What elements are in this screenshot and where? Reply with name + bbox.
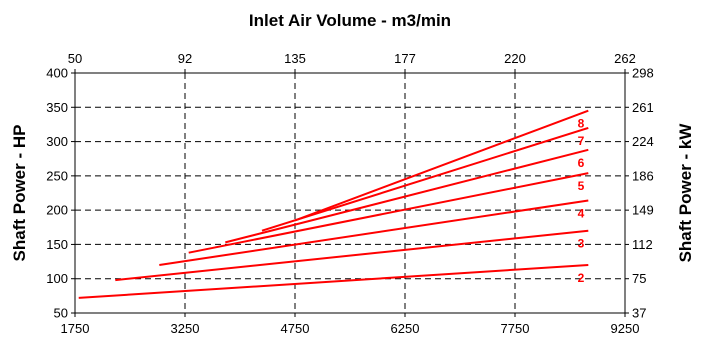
grid-lines <box>75 73 625 313</box>
left-y-axis-title: Shaft Power - HP <box>10 125 29 262</box>
right-y-tick-label: 224 <box>632 134 654 149</box>
top-x-tick-label: 262 <box>614 51 636 66</box>
series-label-4: 4 <box>578 207 585 221</box>
left-y-tick-label: 100 <box>46 271 68 286</box>
left-y-tick-label: 400 <box>46 66 68 81</box>
top-x-tick-label: 135 <box>284 51 306 66</box>
right-y-tick-label: 112 <box>632 237 653 252</box>
series-line-7 <box>261 126 589 232</box>
plot-area-frame <box>74 72 626 314</box>
series-label-6: 6 <box>578 156 585 170</box>
axis-ticks: 1750503250924750135625017777502209250262… <box>46 51 653 336</box>
series-line-6 <box>225 148 589 244</box>
right-y-tick-label: 298 <box>632 66 654 81</box>
series-label-7: 7 <box>578 134 585 148</box>
series-line-5 <box>188 172 589 254</box>
left-y-tick-label: 350 <box>46 100 68 115</box>
left-y-tick-label: 200 <box>46 203 68 218</box>
series-labels: 2 3 4 5 6 7 8 <box>578 117 585 285</box>
bottom-x-tick-label: 4750 <box>281 321 310 336</box>
right-y-tick-label: 149 <box>632 203 654 218</box>
series-line-4 <box>159 199 589 266</box>
left-y-tick-label: 250 <box>46 168 68 183</box>
bottom-x-tick-label: 7750 <box>501 321 530 336</box>
top-x-axis-title: Inlet Air Volume - m3/min <box>249 11 451 30</box>
right-y-tick-label: 75 <box>632 271 646 286</box>
bottom-x-tick-label: 6250 <box>391 321 420 336</box>
bottom-x-tick-label: 3250 <box>171 321 200 336</box>
bottom-x-tick-label: 1750 <box>61 321 90 336</box>
right-y-tick-label: 261 <box>632 100 654 115</box>
series-line-8 <box>294 109 589 222</box>
top-x-tick-label: 177 <box>394 51 416 66</box>
right-y-tick-label: 186 <box>632 168 654 183</box>
left-y-tick-label: 300 <box>46 134 68 149</box>
right-y-axis-title: Shaft Power - kW <box>676 123 695 263</box>
left-y-tick-label: 50 <box>54 306 68 321</box>
right-y-tick-label: 37 <box>632 306 646 321</box>
bottom-x-tick-label: 9250 <box>611 321 640 336</box>
top-x-tick-label: 50 <box>68 51 82 66</box>
series-label-5: 5 <box>578 179 585 193</box>
top-x-tick-label: 92 <box>178 51 192 66</box>
top-x-tick-label: 220 <box>504 51 526 66</box>
left-y-tick-label: 150 <box>46 237 68 252</box>
series-label-3: 3 <box>578 237 585 251</box>
series-label-8: 8 <box>578 117 585 131</box>
series-label-2: 2 <box>578 271 585 285</box>
series-lines <box>78 109 589 299</box>
series-line-3 <box>115 229 589 282</box>
series-line-2 <box>78 264 589 299</box>
